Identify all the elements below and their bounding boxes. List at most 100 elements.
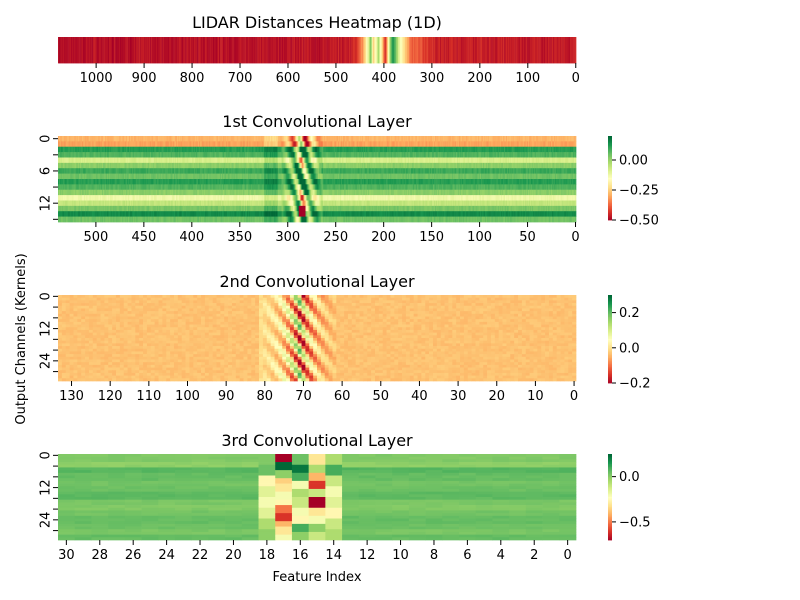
heatmap-cell (340, 141, 343, 148)
heatmap-cell (435, 157, 438, 164)
heatmap-cell (270, 37, 272, 64)
heatmap-cell (391, 168, 394, 174)
heatmap-cell (80, 136, 82, 142)
heatmap-cell (484, 162, 487, 169)
heatmap-cell (409, 168, 411, 174)
heatmap-cell (134, 162, 137, 169)
heatmap-cell (429, 37, 431, 64)
heatmap-cell (500, 162, 502, 169)
heatmap-cell (348, 168, 350, 174)
heatmap-cell (280, 136, 282, 142)
heatmap-cell (490, 141, 492, 148)
heatmap-cell (246, 168, 249, 174)
heatmap-cell (550, 37, 551, 64)
heatmap-cell (377, 37, 379, 64)
heatmap-cell (336, 162, 338, 169)
heatmap-cell (76, 162, 78, 169)
heatmap-cell (115, 136, 117, 142)
heatmap-cell (178, 162, 181, 169)
heatmap-cell (322, 157, 325, 164)
heatmap-cell (308, 141, 310, 148)
heatmap-cell (142, 37, 144, 64)
heatmap-cell (459, 141, 462, 148)
heatmap-cell (118, 141, 120, 148)
heatmap-cell (108, 37, 110, 64)
heatmap-cell (133, 146, 136, 153)
heatmap-cell (488, 141, 491, 148)
heatmap-cell (238, 168, 240, 174)
heatmap-cell (339, 37, 340, 64)
heatmap-cell (511, 152, 514, 158)
heatmap-cell (560, 37, 562, 64)
heatmap-cell (507, 168, 510, 174)
heatmap-cell (127, 141, 129, 148)
heatmap-cell (82, 168, 85, 174)
heatmap-cell (557, 152, 560, 158)
heatmap-cell (507, 136, 510, 142)
heatmap-cell (321, 37, 323, 64)
heatmap-cell (252, 146, 255, 153)
heatmap-cell (387, 168, 389, 174)
heatmap-cell (68, 152, 70, 158)
heatmap-cell (159, 146, 161, 153)
heatmap-cell (189, 157, 191, 164)
heatmap-cell (415, 162, 418, 169)
heatmap-cell (193, 136, 195, 142)
heatmap-cell (220, 141, 222, 148)
heatmap-cell (458, 162, 461, 169)
heatmap-cell (81, 146, 83, 153)
heatmap-cell (79, 173, 81, 180)
heatmap-cell (177, 141, 180, 148)
heatmap-cell (144, 141, 146, 148)
heatmap-cell (457, 152, 459, 158)
heatmap-cell (409, 136, 411, 142)
heatmap-cell (61, 157, 64, 164)
heatmap-cell (501, 146, 503, 153)
heatmap-cell (364, 146, 367, 153)
heatmap-cell (136, 146, 138, 153)
heatmap-cell (123, 168, 125, 174)
heatmap-cell (329, 136, 331, 142)
heatmap-cell (411, 141, 414, 148)
heatmap-cell (402, 162, 404, 169)
heatmap-cell (270, 152, 272, 158)
heatmap-cell (520, 141, 522, 148)
heatmap-cell (207, 168, 209, 174)
heatmap-cell (277, 168, 279, 174)
heatmap-cell (556, 37, 558, 64)
heatmap-cell (305, 146, 307, 153)
heatmap-cell (532, 162, 535, 169)
heatmap-cell (115, 37, 116, 64)
heatmap-cell (492, 157, 494, 164)
heatmap-cell (353, 37, 355, 64)
heatmap-cell (562, 157, 564, 164)
heatmap-cell (475, 146, 477, 153)
heatmap-cell (212, 37, 214, 64)
heatmap-cell (403, 157, 405, 164)
heatmap-cell (513, 146, 515, 153)
heatmap-cell (296, 37, 298, 64)
heatmap-cell (126, 146, 128, 153)
heatmap-cell (213, 141, 215, 148)
heatmap-cell (489, 136, 491, 142)
heatmap-cell (146, 152, 148, 158)
heatmap-cell (545, 141, 547, 148)
heatmap-cell (224, 37, 226, 64)
heatmap-cell (189, 162, 191, 169)
heatmap-cell (383, 141, 385, 148)
heatmap-cell (373, 37, 374, 64)
heatmap-cell (555, 152, 558, 158)
heatmap-cell (398, 146, 400, 153)
heatmap-cell (68, 157, 70, 164)
heatmap-cell (292, 152, 294, 158)
heatmap-cell (353, 136, 355, 142)
heatmap-cell (544, 168, 546, 174)
heatmap-cell (479, 37, 480, 64)
heatmap-cell (433, 37, 434, 64)
heatmap-cell (351, 37, 353, 64)
heatmap-cell (330, 152, 332, 158)
heatmap-cell (443, 141, 445, 148)
heatmap-cell (405, 146, 407, 153)
heatmap-cell (308, 168, 310, 174)
heatmap-cell (317, 37, 318, 64)
